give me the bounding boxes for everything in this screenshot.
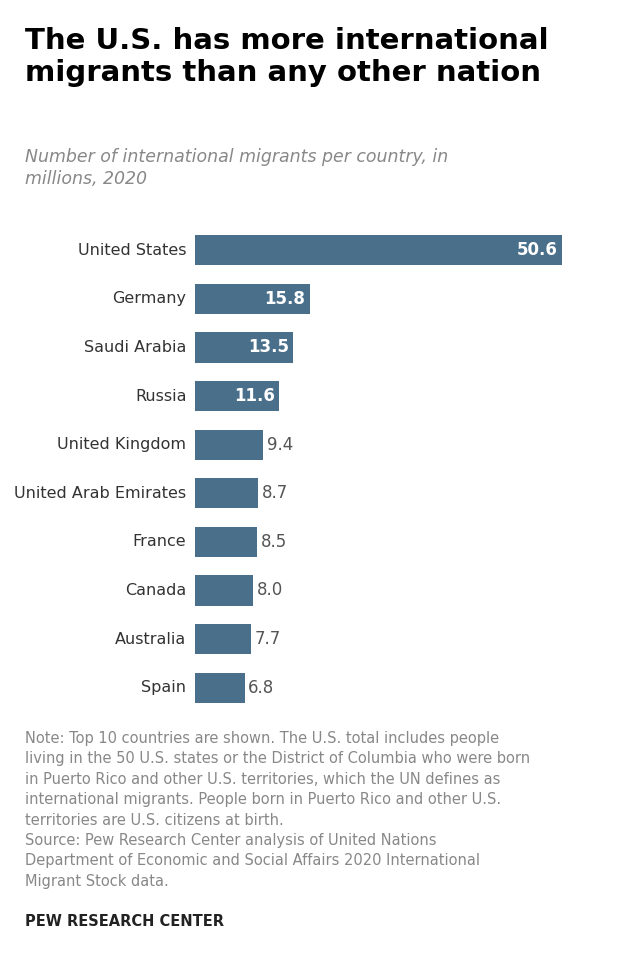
Text: 50.6: 50.6 — [517, 241, 558, 260]
Text: PEW RESEARCH CENTER: PEW RESEARCH CENTER — [25, 914, 224, 928]
Text: 13.5: 13.5 — [248, 338, 289, 357]
Bar — [195, 284, 310, 314]
Text: Spain: Spain — [141, 680, 187, 695]
Text: 7.7: 7.7 — [255, 630, 281, 648]
Text: 9.4: 9.4 — [267, 435, 293, 454]
Text: 8.0: 8.0 — [257, 581, 283, 600]
Bar — [195, 527, 257, 557]
Text: United Arab Emirates: United Arab Emirates — [14, 486, 187, 501]
Bar — [195, 673, 245, 703]
Text: 15.8: 15.8 — [265, 290, 306, 308]
Text: The U.S. has more international
migrants than any other nation: The U.S. has more international migrants… — [25, 27, 549, 87]
Text: Note: Top 10 countries are shown. The U.S. total includes people
living in the 5: Note: Top 10 countries are shown. The U.… — [25, 731, 530, 888]
Bar — [195, 624, 251, 654]
Bar — [195, 332, 293, 363]
Text: Germany: Germany — [112, 292, 187, 306]
Text: 6.8: 6.8 — [248, 678, 275, 697]
Bar — [195, 235, 562, 265]
Text: 11.6: 11.6 — [234, 387, 275, 405]
Text: France: France — [133, 535, 187, 549]
Text: Australia: Australia — [115, 632, 187, 646]
Bar — [195, 430, 264, 460]
Bar — [195, 381, 280, 411]
Text: Canada: Canada — [125, 583, 187, 598]
Text: United Kingdom: United Kingdom — [58, 437, 187, 452]
Bar — [195, 575, 254, 606]
Text: United States: United States — [78, 243, 187, 258]
Text: Russia: Russia — [135, 389, 187, 403]
Text: Saudi Arabia: Saudi Arabia — [84, 340, 187, 355]
Text: 8.5: 8.5 — [260, 533, 287, 551]
Text: 8.7: 8.7 — [262, 484, 288, 503]
Bar — [195, 478, 259, 508]
Text: Number of international migrants per country, in
millions, 2020: Number of international migrants per cou… — [25, 148, 448, 188]
